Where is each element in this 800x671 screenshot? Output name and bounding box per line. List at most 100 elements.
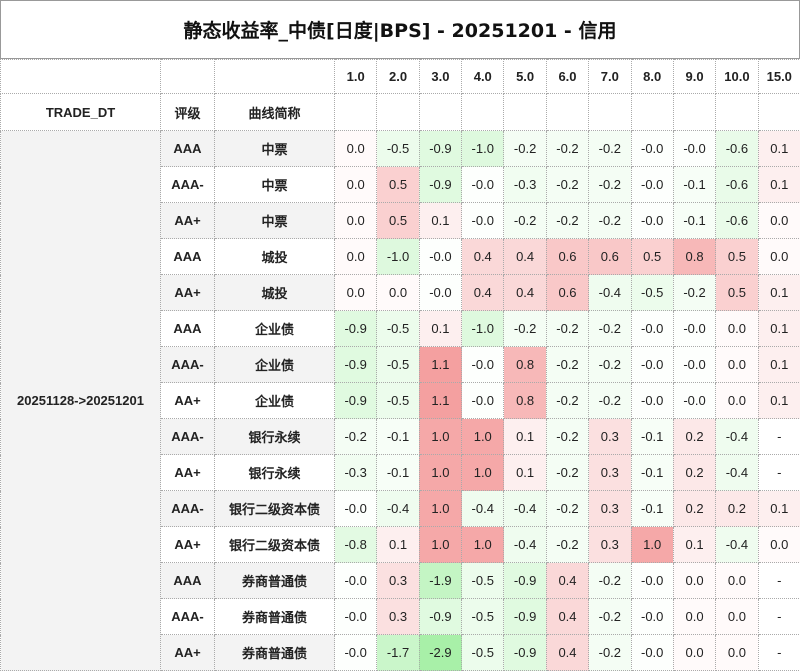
value-cell: -0.9 (419, 599, 461, 635)
value-cell: -0.2 (504, 131, 546, 167)
curve-name-cell: 城投 (215, 239, 335, 275)
value-cell: 0.2 (673, 419, 715, 455)
value-cell: 0.0 (716, 635, 758, 671)
value-cell: -0.4 (377, 491, 419, 527)
value-cell: -1.9 (419, 563, 461, 599)
value-cell: 0.1 (758, 311, 800, 347)
value-cell: 0.0 (758, 527, 800, 563)
value-cell: -1.0 (462, 311, 504, 347)
value-cell: - (758, 419, 800, 455)
value-cell: -0.4 (462, 491, 504, 527)
value-cell: 0.6 (546, 275, 588, 311)
value-cell: 0.0 (716, 347, 758, 383)
curve-name-cell: 银行二级资本债 (215, 491, 335, 527)
value-cell: -0.2 (546, 383, 588, 419)
value-cell: 0.0 (673, 635, 715, 671)
empty-header (504, 94, 546, 131)
value-cell: -0.0 (631, 383, 673, 419)
rating-header: 评级 (161, 94, 215, 131)
value-cell: 1.0 (462, 527, 504, 563)
value-cell: -0.1 (673, 203, 715, 239)
value-cell: 1.1 (419, 383, 461, 419)
curve-name-cell: 企业债 (215, 311, 335, 347)
value-cell: -0.0 (419, 275, 461, 311)
value-cell: 0.0 (716, 383, 758, 419)
value-cell: - (758, 563, 800, 599)
curve-name-cell: 券商普通债 (215, 635, 335, 671)
value-cell: -0.0 (335, 491, 377, 527)
value-cell: 0.3 (377, 563, 419, 599)
empty-header (419, 94, 461, 131)
value-cell: -0.2 (589, 635, 631, 671)
value-cell: -1.7 (377, 635, 419, 671)
value-cell: 0.0 (716, 599, 758, 635)
value-cell: 0.5 (377, 203, 419, 239)
empty-header (673, 94, 715, 131)
value-cell: -0.0 (462, 347, 504, 383)
curve-name-cell: 银行永续 (215, 419, 335, 455)
value-cell: 0.4 (546, 599, 588, 635)
value-cell: 0.4 (462, 239, 504, 275)
value-cell: 0.0 (377, 275, 419, 311)
empty-header (758, 94, 800, 131)
empty-header (462, 94, 504, 131)
curve-name-cell: 银行二级资本债 (215, 527, 335, 563)
tenor-header: 7.0 (589, 60, 631, 94)
value-cell: 0.1 (758, 275, 800, 311)
value-cell: 0.0 (673, 599, 715, 635)
value-cell: -0.2 (546, 203, 588, 239)
value-cell: -0.0 (631, 599, 673, 635)
rating-cell: AA+ (161, 455, 215, 491)
empty-header (335, 94, 377, 131)
value-cell: 1.0 (419, 455, 461, 491)
value-cell: -0.2 (589, 563, 631, 599)
tenor-header: 9.0 (673, 60, 715, 94)
value-cell: -0.1 (631, 419, 673, 455)
value-cell: -0.2 (335, 419, 377, 455)
value-cell: -0.0 (631, 311, 673, 347)
value-cell: 1.0 (462, 419, 504, 455)
value-cell: -0.0 (335, 635, 377, 671)
value-cell: -0.2 (546, 527, 588, 563)
value-cell: 0.0 (758, 203, 800, 239)
value-cell: -0.0 (631, 203, 673, 239)
value-cell: -0.4 (716, 419, 758, 455)
value-cell: -0.2 (546, 311, 588, 347)
trade-dt-header: TRADE_DT (1, 94, 161, 131)
tenor-header: 3.0 (419, 60, 461, 94)
value-cell: 0.2 (673, 455, 715, 491)
empty-header (215, 60, 335, 94)
value-cell: -0.5 (462, 599, 504, 635)
value-cell: -0.0 (631, 131, 673, 167)
value-cell: -0.5 (377, 131, 419, 167)
value-cell: -0.1 (377, 419, 419, 455)
rating-cell: AA+ (161, 635, 215, 671)
value-cell: 0.4 (504, 275, 546, 311)
value-cell: 0.5 (716, 275, 758, 311)
curve-name-cell: 中票 (215, 203, 335, 239)
value-cell: 0.0 (758, 239, 800, 275)
rating-cell: AAA (161, 311, 215, 347)
value-cell: -0.2 (589, 131, 631, 167)
empty-header (546, 94, 588, 131)
rating-cell: AAA- (161, 491, 215, 527)
table-title: 静态收益率_中债[日度|BPS] - 20251201 - 信用 (0, 0, 800, 59)
value-cell: -0.0 (673, 311, 715, 347)
empty-header (377, 94, 419, 131)
empty-header (589, 94, 631, 131)
value-cell: -0.2 (504, 311, 546, 347)
value-cell: -0.0 (419, 239, 461, 275)
rating-cell: AA+ (161, 275, 215, 311)
value-cell: -0.5 (631, 275, 673, 311)
value-cell: 0.1 (758, 491, 800, 527)
value-cell: -1.0 (377, 239, 419, 275)
value-cell: -0.2 (546, 167, 588, 203)
value-cell: -0.0 (631, 563, 673, 599)
rating-cell: AAA- (161, 347, 215, 383)
rating-cell: AA+ (161, 383, 215, 419)
value-cell: 0.0 (335, 275, 377, 311)
value-cell: 0.0 (673, 563, 715, 599)
value-cell: -0.1 (673, 167, 715, 203)
